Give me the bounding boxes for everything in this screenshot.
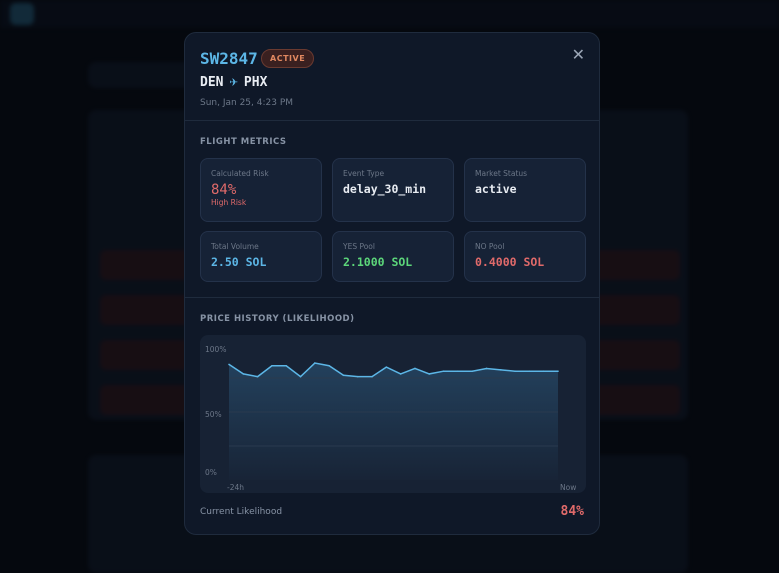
airplane-icon: ✈	[229, 74, 238, 90]
data-point	[485, 367, 488, 370]
x-tick-label: -24h	[227, 483, 244, 492]
data-point	[557, 370, 559, 372]
data-point	[285, 364, 288, 367]
metric-label: NO Pool	[475, 242, 505, 251]
metric-value: 0.4000 SOL	[475, 255, 545, 269]
metric-event-type: Event Type delay_30_min	[332, 158, 454, 222]
data-point	[328, 364, 330, 367]
top-nav	[0, 0, 779, 28]
data-point	[242, 373, 245, 375]
data-point	[271, 364, 273, 367]
origin: DEN	[200, 74, 224, 90]
data-point	[471, 370, 473, 372]
metric-value: 2.1000 SOL	[343, 255, 413, 269]
likelihood-line	[228, 362, 558, 378]
data-point	[514, 370, 516, 372]
metric-value: delay_30_min	[343, 182, 427, 196]
data-point	[542, 370, 545, 372]
data-point	[399, 373, 402, 375]
data-point	[442, 370, 445, 372]
metric-label: Market Status	[475, 169, 528, 178]
data-point	[228, 363, 230, 366]
section-title-price-history: PRICE HISTORY (LIKELIHOOD)	[200, 314, 355, 324]
destination: PHX	[243, 74, 268, 90]
flight-datetime: Sun, Jan 25, 4:23 PM	[200, 98, 294, 108]
risk-level: High Risk	[211, 198, 247, 207]
current-likelihood-value: 84%	[560, 504, 584, 519]
data-point	[299, 375, 302, 378]
data-point	[385, 366, 388, 368]
data-point	[414, 367, 416, 370]
metric-value: 2.50 SOL	[211, 255, 267, 269]
status-badge: ACTIVE	[261, 49, 315, 68]
metric-no-pool: NO Pool 0.4000 SOL	[464, 231, 586, 282]
section-title-metrics: FLIGHT METRICS	[200, 137, 287, 147]
x-tick-label: Now	[560, 483, 576, 492]
metric-label: Calculated Risk	[211, 169, 269, 178]
data-point	[342, 374, 345, 377]
data-point	[499, 369, 502, 371]
metric-total-volume: Total Volume 2.50 SOL	[200, 231, 322, 282]
data-point	[356, 375, 359, 378]
y-tick-label: 100%	[205, 345, 226, 354]
metric-value: 84%	[211, 182, 237, 198]
metric-yes-pool: YES Pool 2.1000 SOL	[332, 231, 454, 282]
data-point	[314, 362, 316, 364]
data-point	[528, 370, 531, 372]
data-point	[371, 375, 373, 378]
metric-value: active	[475, 182, 517, 196]
logo	[10, 3, 34, 25]
flight-number: SW2847	[200, 49, 258, 68]
likelihood-area	[229, 363, 558, 480]
flight-detail-modal: ✕ SW2847 ACTIVE DEN ✈ PHX Sun, Jan 25, 4…	[184, 32, 600, 535]
divider	[185, 120, 599, 121]
metric-label: Total Volume	[211, 242, 259, 251]
close-icon[interactable]: ✕	[571, 45, 585, 64]
current-likelihood-label: Current Likelihood	[200, 507, 283, 517]
chart-svg: 100% 50% 0% -24h Now	[205, 345, 576, 492]
divider	[185, 297, 599, 298]
y-tick-label: 50%	[205, 410, 222, 419]
metric-label: YES Pool	[343, 242, 375, 251]
route: DEN ✈ PHX	[200, 74, 267, 90]
metric-calculated-risk: Calculated Risk 84% High Risk	[200, 158, 322, 222]
metric-market-status: Market Status active	[464, 158, 586, 222]
data-point	[428, 373, 431, 375]
metric-label: Event Type	[343, 169, 385, 178]
price-history-chart: 100% 50% 0% -24h Now	[200, 335, 586, 493]
data-point	[256, 375, 259, 378]
y-tick-label: 0%	[205, 468, 217, 477]
data-point	[457, 370, 459, 372]
